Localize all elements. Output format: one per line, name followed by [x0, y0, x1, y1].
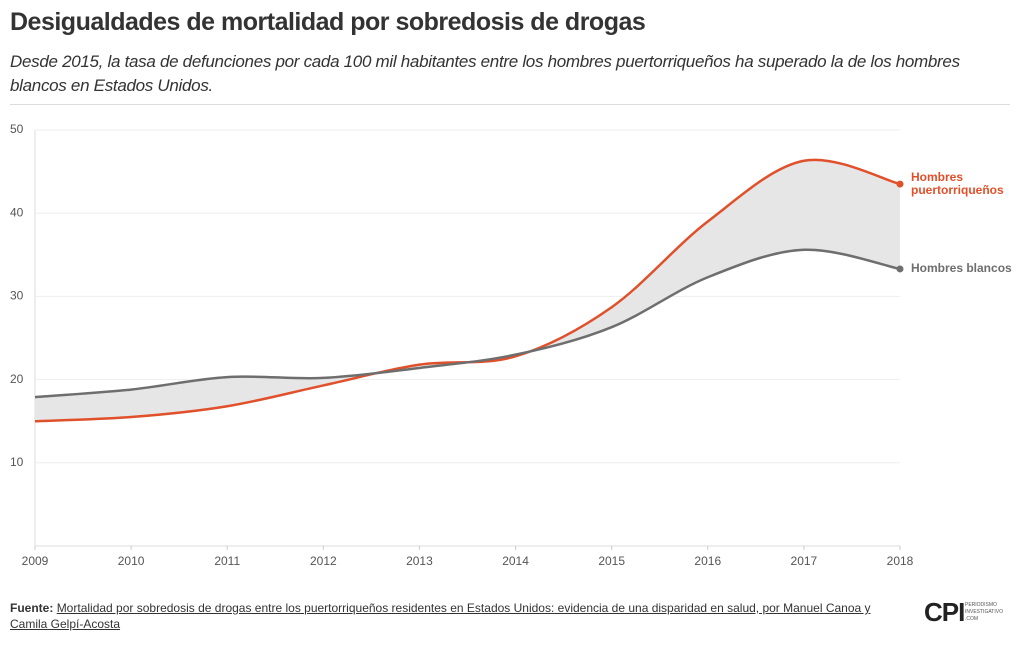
x-tick-label: 2018 [887, 554, 914, 568]
gap-area [35, 159, 900, 422]
x-tick-label: 2017 [791, 554, 818, 568]
end-dot [896, 180, 904, 188]
series-label: Hombres puertorriqueños [911, 170, 1004, 197]
logo: CPI [924, 597, 965, 627]
x-tick-label: 2014 [502, 554, 529, 568]
logo-subtitle: PERIODISMO INVESTIGATIVO .COM [965, 602, 1003, 622]
chart-subtitle: Desde 2015, la tasa de defunciones por c… [10, 52, 960, 95]
series-line [34, 248, 901, 399]
x-tick-label: 2016 [694, 554, 721, 568]
y-tick-label: 30 [10, 289, 24, 303]
chart-title: Desigualdades de mortalidad por sobredos… [10, 8, 646, 36]
series-line [34, 158, 901, 423]
source-label: Fuente: [10, 601, 54, 615]
source: Fuente: Mortalidad por sobredosis de dro… [10, 600, 910, 632]
divider [10, 104, 1010, 105]
y-tick-label: 10 [10, 455, 24, 469]
y-tick-label: 20 [10, 372, 24, 386]
end-dot [896, 265, 904, 273]
y-tick-label: 40 [10, 205, 24, 219]
x-tick-label: 2010 [118, 554, 145, 568]
x-tick-label: 2011 [214, 554, 240, 568]
x-tick-label: 2009 [22, 554, 49, 568]
series-label: Hombres blancos [911, 261, 1012, 275]
x-tick-label: 2015 [598, 554, 625, 568]
y-tick-label: 50 [10, 122, 24, 136]
x-tick-label: 2013 [406, 554, 433, 568]
x-tick-label: 2012 [310, 554, 337, 568]
source-link[interactable]: Mortalidad por sobredosis de drogas entr… [10, 601, 871, 631]
